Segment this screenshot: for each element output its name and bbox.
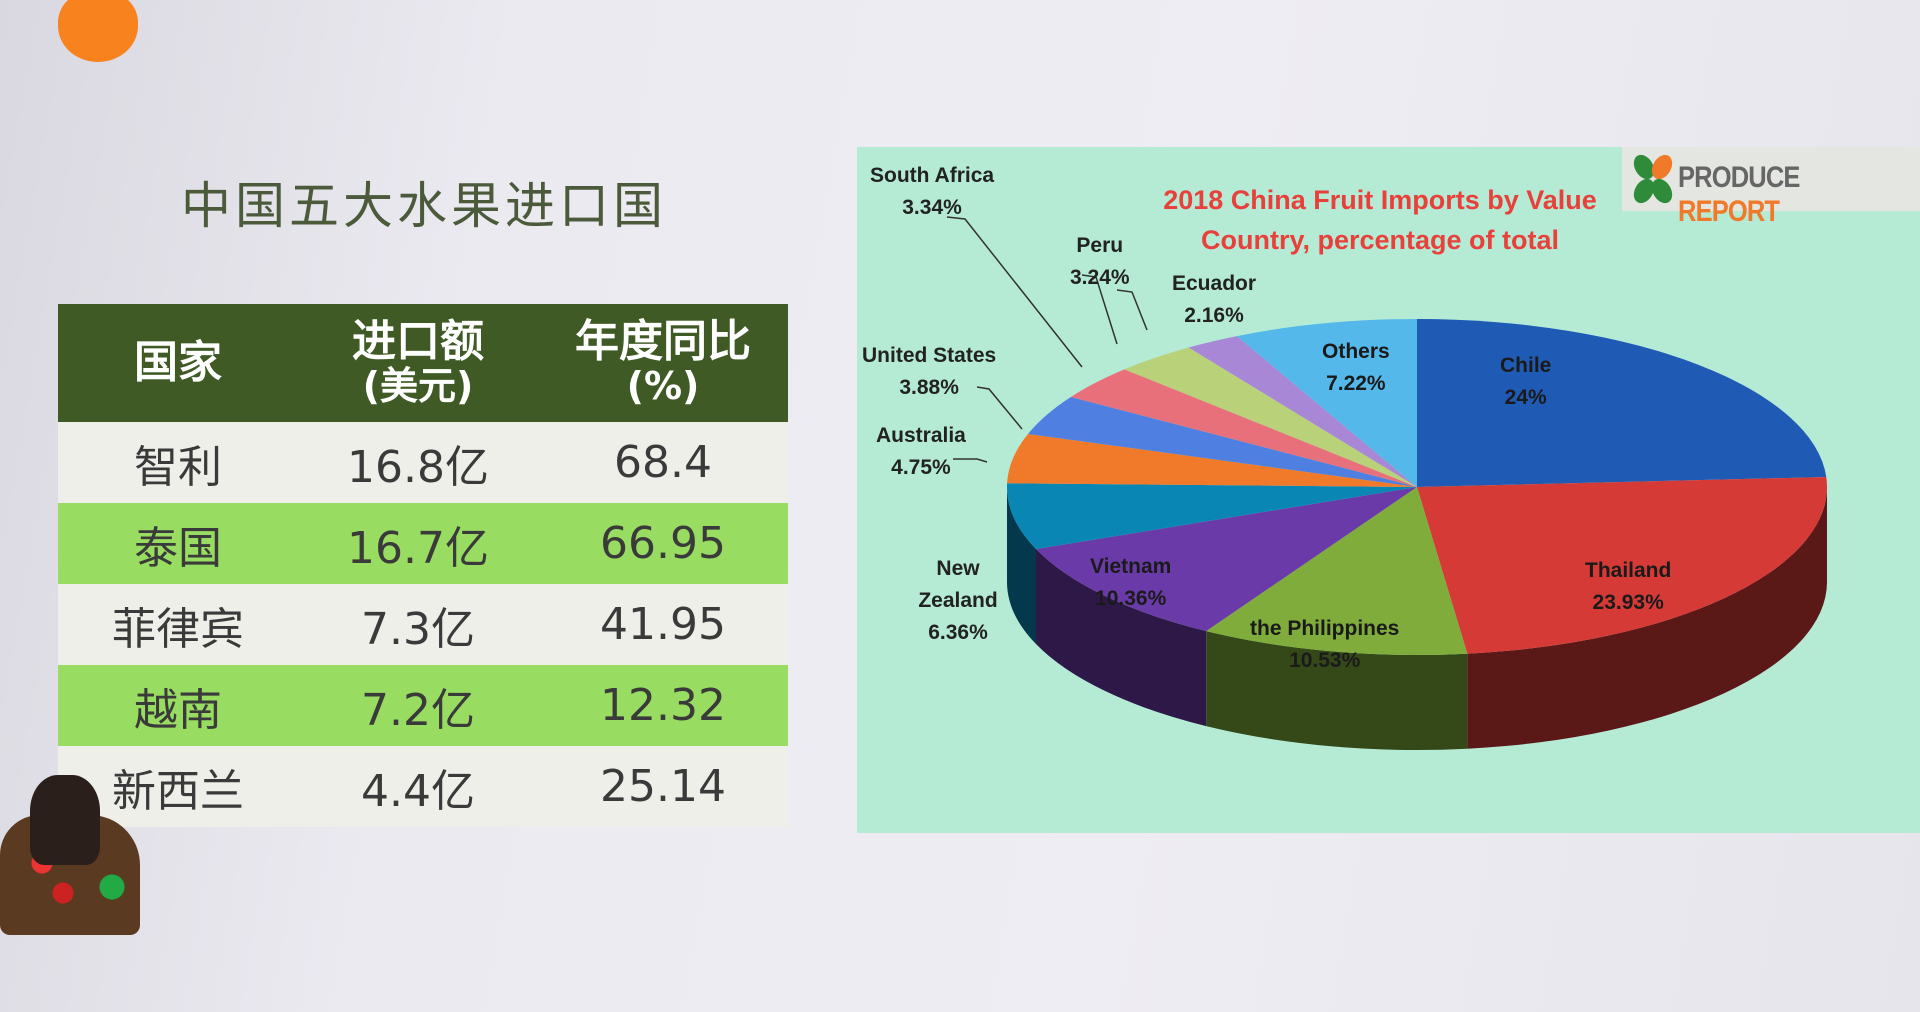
slice-name: Ecuador <box>1172 272 1257 295</box>
apple-logo <box>58 0 138 62</box>
pie-slice-australia <box>1007 433 1417 487</box>
table-row: 智利 16.8亿 68.4 <box>58 422 788 503</box>
pie-chart <box>946 216 1827 750</box>
pie-slice-chile <box>1417 319 1827 487</box>
pie-slice-ecuador <box>1188 336 1417 487</box>
pie-slice-peru <box>1124 347 1417 487</box>
pie-side-the-philippines <box>1206 631 1468 750</box>
label-united-states: United States 3.88% <box>862 340 996 404</box>
cell-yoy: 12.32 <box>600 680 726 731</box>
slice-name: Thailand <box>1585 559 1672 582</box>
import-table: 国家 进口额 (美元) 年度同比 (%) 智利 16.8亿 68.4 泰国 16.7亿 66… <box>58 304 788 827</box>
slide-title: 中国五大水果进口国 <box>181 177 667 235</box>
header-unit: (美元) <box>362 364 474 409</box>
cell-country: 智利 <box>134 441 222 493</box>
cell-country: 越南 <box>134 684 222 736</box>
pie-slice-thailand <box>1417 477 1827 654</box>
cell-yoy: 25.14 <box>600 761 726 812</box>
pie-side-thailand <box>1467 487 1827 749</box>
table-header: 国家 进口额 (美元) 年度同比 (%) <box>58 304 788 422</box>
label-chile: Chile 24% <box>1500 350 1551 414</box>
slice-name: the Philippines <box>1250 617 1400 640</box>
label-ecuador: Ecuador 2.16% <box>1172 268 1256 332</box>
label-new-zealand: New Zealand 6.36% <box>908 553 1008 649</box>
label-others: Others 7.22% <box>1322 336 1390 400</box>
slice-name: South Africa <box>870 164 995 187</box>
table-row: 越南 7.2亿 12.32 <box>58 665 788 746</box>
table-row: 新西兰 4.4亿 25.14 <box>58 746 788 827</box>
chart-title-block: 2018 China Fruit Imports by Value Countr… <box>1120 180 1640 260</box>
slice-percent: 10.36% <box>1095 587 1167 610</box>
slice-percent: 3.24% <box>1070 266 1130 289</box>
label-australia: Australia 4.75% <box>876 420 966 484</box>
table-row: 菲律宾 7.3亿 41.95 <box>58 584 788 665</box>
slice-percent: 7.22% <box>1326 372 1386 395</box>
slice-name: Peru <box>1076 234 1124 257</box>
cell-yoy: 66.95 <box>600 518 726 569</box>
table-row: 泰国 16.7亿 66.95 <box>58 503 788 584</box>
slice-percent: 3.88% <box>899 376 959 399</box>
cell-value: 16.7亿 <box>347 522 489 574</box>
leaf-icon <box>1633 154 1673 204</box>
cell-value: 7.2亿 <box>361 684 475 736</box>
leader-line-peru <box>1081 274 1118 345</box>
slice-name: Vietnam <box>1090 555 1172 578</box>
slice-name: Australia <box>876 424 966 447</box>
label-philippines: the Philippines 10.53% <box>1250 613 1399 677</box>
logo-text: PRODUCE REPORT <box>1678 161 1884 229</box>
label-peru: Peru 3.24% <box>1070 230 1130 294</box>
slice-percent: 3.34% <box>902 196 962 219</box>
chart-subtitle: Country, percentage of total <box>1200 225 1560 255</box>
cell-yoy: 41.95 <box>600 599 726 650</box>
label-vietnam: Vietnam 10.36% <box>1090 551 1171 615</box>
slice-percent: 6.36% <box>928 621 988 644</box>
cell-value: 4.4亿 <box>361 765 475 817</box>
pie-slice-united-states <box>1027 396 1417 487</box>
slice-name: Others <box>1322 340 1390 363</box>
cell-country: 菲律宾 <box>112 603 244 655</box>
slice-percent: 4.75% <box>891 456 951 479</box>
chart-title: 2018 China Fruit Imports by Value <box>1163 185 1597 215</box>
label-thailand: Thailand 23.93% <box>1585 555 1671 619</box>
cell-country: 新西兰 <box>112 765 244 817</box>
pie-side-new-zealand <box>1007 487 1036 645</box>
header-import-value: 进口额 (美元) <box>298 315 538 409</box>
slice-percent: 2.16% <box>1184 304 1244 327</box>
leader-line-ecuador <box>1116 289 1148 331</box>
cell-value: 7.3亿 <box>361 603 475 655</box>
cell-value: 16.8亿 <box>347 441 489 493</box>
header-label: 进口额 <box>352 315 484 367</box>
cell-yoy: 68.4 <box>614 437 712 488</box>
pie-slice-vietnam <box>1035 487 1417 632</box>
produce-report-logo <box>1622 147 1920 211</box>
header-country: 国家 <box>58 336 298 388</box>
logo-word: PRODUCE <box>1678 161 1800 194</box>
pie-slice-the-philippines <box>1206 487 1468 655</box>
pie-slice-south-africa <box>1070 369 1417 487</box>
speaker-silhouette <box>30 775 100 865</box>
cell-country: 泰国 <box>134 522 222 574</box>
chart-panel <box>857 147 1920 833</box>
pie-side-vietnam <box>1035 549 1207 727</box>
leader-line-south-africa <box>946 216 1083 368</box>
label-south-africa: South Africa 3.34% <box>870 160 994 224</box>
pie-slice-others <box>1236 319 1417 487</box>
leader-line-australia <box>953 458 988 463</box>
slice-name: New Zealand <box>918 557 998 612</box>
slice-percent: 24% <box>1504 386 1547 409</box>
header-unit: (%) <box>626 364 700 409</box>
header-label: 年度同比 <box>575 315 751 367</box>
slice-percent: 10.53% <box>1289 649 1361 672</box>
header-yoy: 年度同比 (%) <box>538 315 788 409</box>
logo-word: REPORT <box>1678 195 1780 228</box>
header-label: 国家 <box>134 336 222 388</box>
slice-percent: 23.93% <box>1592 591 1664 614</box>
slice-name: Chile <box>1500 354 1552 377</box>
slice-name: United States <box>862 344 997 367</box>
leader-line-united-states <box>976 386 1023 430</box>
pie-slice-new-zealand <box>1007 483 1417 550</box>
